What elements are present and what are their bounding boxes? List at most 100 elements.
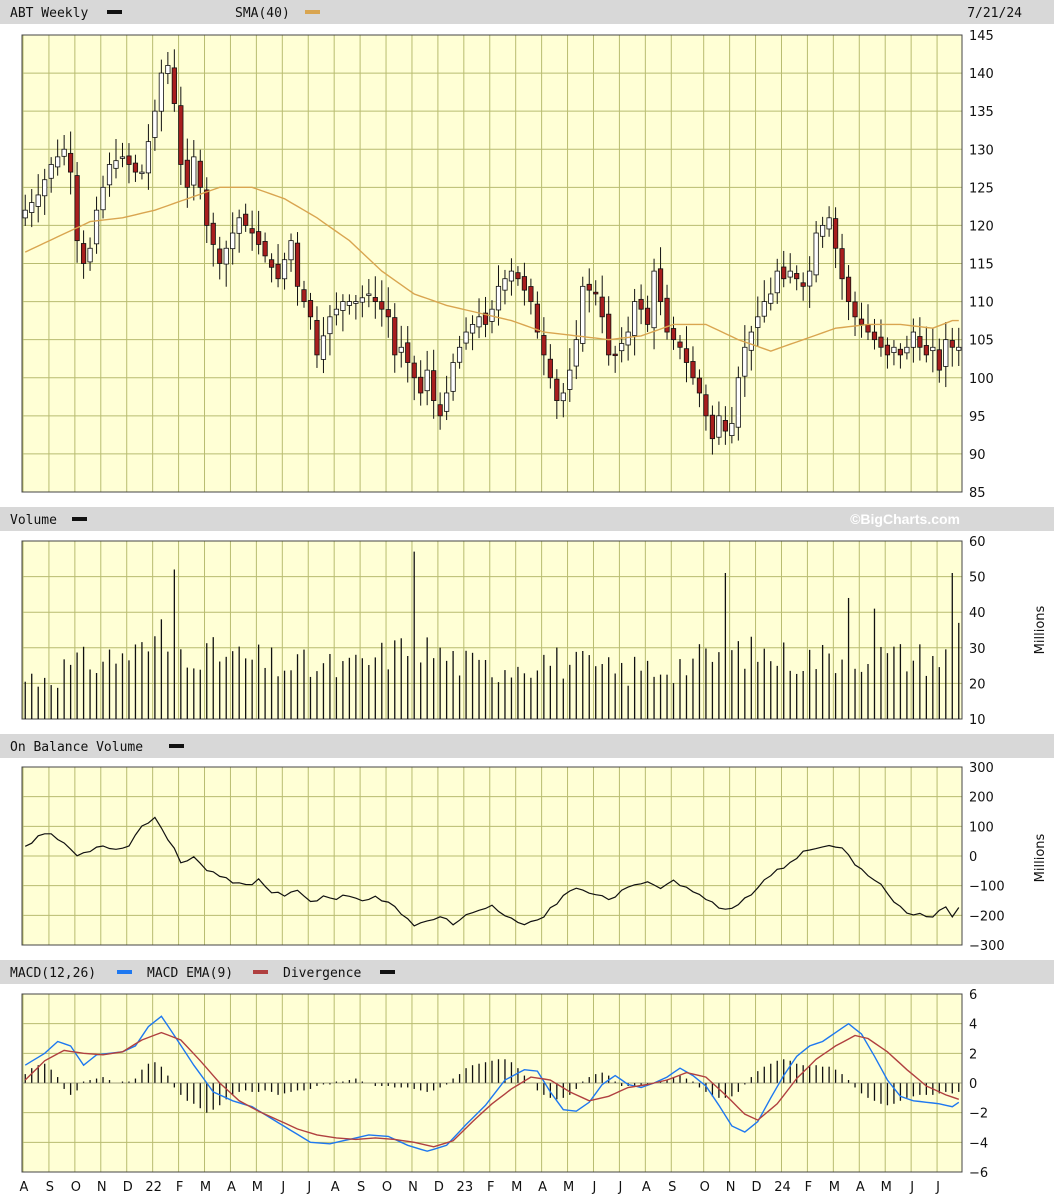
price-candle-body xyxy=(716,415,722,438)
price-candle-body xyxy=(243,213,249,226)
price-candle-body xyxy=(625,331,631,346)
price-tick-label: 125 xyxy=(969,181,994,196)
x-axis: A S O N D 22 F M A M J J A S O N D 23 F M A M J J A S O N D 24 F M A M J J xyxy=(20,1180,940,1195)
price-header-bar xyxy=(0,0,1054,24)
volume-tick-label: 30 xyxy=(969,642,986,657)
x-tick-label: A xyxy=(227,1180,236,1195)
macd-tick-label: −6 xyxy=(969,1166,988,1181)
price-tick-label: 130 xyxy=(969,143,994,158)
sma-label: SMA(40) xyxy=(235,6,290,21)
price-candle-body xyxy=(61,148,67,157)
price-candle-body xyxy=(346,301,352,306)
x-tick-label: J xyxy=(935,1180,940,1195)
obv-tick-label: 100 xyxy=(969,820,994,835)
price-candle-body xyxy=(353,301,359,304)
price-candle-body xyxy=(145,141,152,174)
x-tick-label: A xyxy=(642,1180,651,1195)
price-candle-body xyxy=(781,266,787,280)
price-candle-body xyxy=(405,342,411,363)
price-candle-body xyxy=(871,331,878,341)
x-tick-label: N xyxy=(408,1180,418,1195)
price-candle-body xyxy=(495,285,502,311)
macd-tick-label: −4 xyxy=(969,1136,988,1151)
price-candle-body xyxy=(398,346,404,353)
x-tick-label: 22 xyxy=(145,1180,162,1195)
price-candle-body xyxy=(320,335,327,360)
price-candle-body xyxy=(599,296,605,318)
price-candle-body xyxy=(657,268,664,302)
obv-line xyxy=(24,816,960,927)
obv-unit-label: Millions xyxy=(1033,833,1048,882)
x-tick-label: N xyxy=(726,1180,736,1195)
price-candle-body xyxy=(897,348,904,356)
x-tick-label: M xyxy=(200,1180,211,1195)
price-candle-body xyxy=(294,242,301,287)
volume-tick-label: 50 xyxy=(969,571,986,586)
price-candle-body xyxy=(949,340,955,348)
price-candle-body xyxy=(508,270,515,282)
x-tick-label: F xyxy=(176,1180,183,1195)
price-candle-body xyxy=(476,316,482,328)
x-tick-label: O xyxy=(382,1180,392,1195)
price-candle-body xyxy=(431,370,437,401)
obv-tick-label: 200 xyxy=(969,791,994,806)
volume-unit-label: Millions xyxy=(1033,605,1048,654)
price-tick-label: 115 xyxy=(969,258,994,273)
price-candle-body xyxy=(223,247,229,265)
volume-legend-swatch xyxy=(72,517,87,521)
price-candle-body xyxy=(152,110,158,138)
x-tick-label: F xyxy=(487,1180,494,1195)
price-candle-body xyxy=(249,228,255,234)
x-tick-label: A xyxy=(856,1180,865,1195)
price-candle-body xyxy=(463,331,469,344)
price-candle-body xyxy=(418,376,424,394)
divergence-legend-swatch xyxy=(380,970,395,974)
price-candle-body xyxy=(826,217,832,230)
price-candle-body xyxy=(411,362,417,379)
price-candle-body xyxy=(301,289,307,302)
price-candle-body xyxy=(392,317,398,356)
obv-tick-label: 300 xyxy=(969,761,994,776)
price-candle-body xyxy=(923,345,929,356)
symbol-legend-swatch xyxy=(107,10,122,14)
macd-tick-label: 6 xyxy=(969,988,977,1003)
price-candle-body xyxy=(884,344,891,356)
price-tick-label: 110 xyxy=(969,296,994,311)
price-candle-body xyxy=(683,348,690,363)
price-candle-body xyxy=(314,319,320,356)
x-tick-label: M xyxy=(252,1180,263,1195)
x-tick-label: S xyxy=(668,1180,676,1195)
price-candle-body xyxy=(521,276,528,291)
price-candle-body xyxy=(943,339,949,367)
price-candle-body xyxy=(541,335,547,356)
price-candle-body xyxy=(742,346,748,377)
price-candle-body xyxy=(807,270,813,287)
price-candle-body xyxy=(385,309,391,318)
price-candle-body xyxy=(820,225,826,237)
price-candle-body xyxy=(281,259,288,280)
x-tick-label: J xyxy=(617,1180,622,1195)
price-candle-body xyxy=(729,423,735,437)
divergence-label: Divergence xyxy=(283,966,361,981)
price-candle-body xyxy=(502,278,508,291)
x-tick-label: O xyxy=(71,1180,81,1195)
macd-ema-line xyxy=(24,1031,960,1148)
price-candle-body xyxy=(560,392,566,402)
price-candle-body xyxy=(424,369,430,392)
macd-tick-label: −2 xyxy=(969,1107,988,1122)
price-candle-body xyxy=(612,353,618,357)
x-tick-label: 24 xyxy=(774,1180,791,1195)
price-candle-body xyxy=(845,276,852,302)
price-candle-body xyxy=(910,331,916,348)
price-candle-body xyxy=(236,217,242,234)
price-candle-body xyxy=(664,297,670,333)
macd-header-bar xyxy=(0,960,1054,984)
obv-panel: −300 −200 −100 0 100 200 300 xyxy=(21,761,1005,954)
price-candle-body xyxy=(528,286,534,302)
price-candle-body xyxy=(93,209,100,245)
x-tick-label: S xyxy=(46,1180,54,1195)
price-candle-body xyxy=(158,72,164,112)
price-candle-body xyxy=(936,349,942,371)
macd-panel: −6 −4 −2 0 2 4 6 xyxy=(21,988,988,1181)
